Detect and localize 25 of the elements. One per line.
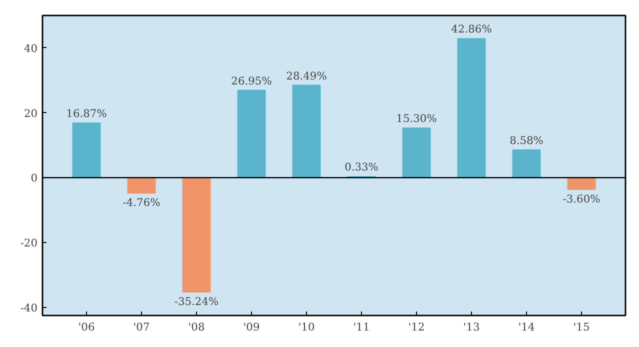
data-label: -35.24% — [174, 294, 219, 308]
data-label: 8.58% — [510, 134, 544, 147]
y-tick-label: 20 — [24, 106, 38, 120]
x-tick-label: '10 — [298, 320, 315, 334]
data-label: 26.95% — [231, 74, 272, 88]
data-label: -3.60% — [562, 192, 600, 206]
data-label: -4.76% — [122, 196, 160, 210]
y-tick-label: -20 — [20, 236, 38, 250]
data-label: 0.33% — [344, 160, 378, 174]
x-tick-label: '15 — [573, 320, 590, 334]
y-tick-label: -40 — [20, 301, 38, 314]
data-label: 15.30% — [396, 112, 437, 126]
y-tick-label: 0 — [30, 172, 38, 185]
data-label: 28.49% — [286, 69, 327, 82]
x-tick-label: '12 — [408, 320, 425, 334]
x-tick-label: '08 — [188, 320, 205, 334]
x-tick-label: '07 — [133, 320, 150, 334]
x-tick-label: '13 — [463, 320, 480, 334]
y-tick-label: 40 — [24, 42, 38, 55]
data-label: 42.86% — [451, 22, 492, 36]
x-tick-label: '06 — [78, 320, 95, 334]
x-tick-label: '11 — [353, 320, 370, 334]
x-tick-label: '09 — [243, 320, 260, 334]
x-tick-label: '14 — [518, 320, 535, 334]
data-label: 16.87% — [66, 106, 107, 120]
